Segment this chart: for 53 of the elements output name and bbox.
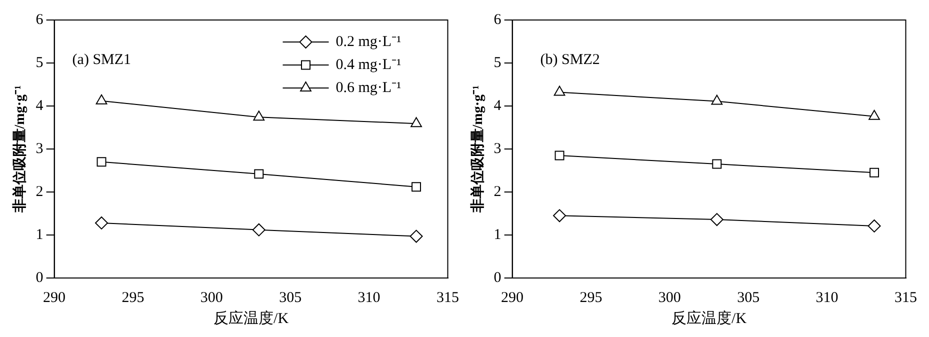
y-tick-label: 6 (494, 12, 502, 28)
point (254, 169, 264, 179)
x-tick-label: 295 (580, 290, 602, 306)
y-axis-title: 非单位吸附量/mg·g⁻¹ (12, 85, 28, 214)
x-tick-label: 295 (122, 290, 144, 306)
point (553, 209, 566, 222)
point (868, 110, 880, 120)
point (712, 159, 722, 169)
x-tick-label: 305 (279, 290, 302, 306)
annotation: (b) SMZ2 (540, 52, 600, 68)
y-tick-label: 2 (36, 184, 44, 200)
point (253, 110, 265, 121)
x-tick-label: 300 (200, 290, 223, 306)
y-tick-label: 0 (494, 270, 502, 286)
y-tick-label: 3 (36, 140, 44, 157)
point (711, 94, 723, 105)
y-tick-label: 5 (36, 54, 44, 71)
y-tick-label: 1 (494, 226, 502, 243)
point (554, 150, 564, 160)
legend-label: 0.2 mg·L⁻¹ (336, 34, 402, 50)
y-tick-label: 3 (494, 140, 502, 157)
x-tick-label: 310 (816, 290, 838, 306)
x-tick-label: 290 (501, 290, 524, 306)
point (410, 230, 423, 243)
point (95, 216, 108, 230)
point (868, 219, 881, 232)
point (96, 94, 108, 104)
legend-label: 0.4 mg·L⁻¹ (336, 56, 402, 73)
y-tick-label: 4 (36, 98, 44, 114)
point (410, 117, 422, 128)
x-tick-label: 310 (358, 290, 380, 306)
x-axis-title: 反应温度/K (214, 310, 289, 327)
y-tick-label: 5 (494, 54, 502, 71)
x-tick-label: 305 (737, 290, 760, 306)
y-tick-label: 0 (36, 270, 44, 286)
x-tick-label: 300 (658, 290, 681, 306)
y-tick-label: 6 (36, 12, 44, 28)
point (412, 182, 422, 192)
point (870, 168, 880, 178)
x-tick-label: 315 (436, 290, 459, 306)
point (554, 86, 566, 96)
x-tick-label: 315 (894, 290, 917, 306)
y-tick-label: 1 (36, 226, 44, 243)
point (710, 213, 724, 226)
x-axis-title: 反应温度/K (672, 310, 747, 327)
point (96, 157, 106, 167)
x-tick-label: 290 (43, 290, 66, 306)
y-axis-title: 非单位吸附量/mg·g⁻¹ (470, 85, 486, 214)
point (252, 223, 266, 236)
legend-label: 0.6 mg·L⁻¹ (336, 80, 402, 96)
y-tick-label: 4 (494, 98, 502, 114)
y-tick-label: 2 (494, 184, 502, 200)
annotation: (a) SMZ1 (72, 52, 132, 68)
